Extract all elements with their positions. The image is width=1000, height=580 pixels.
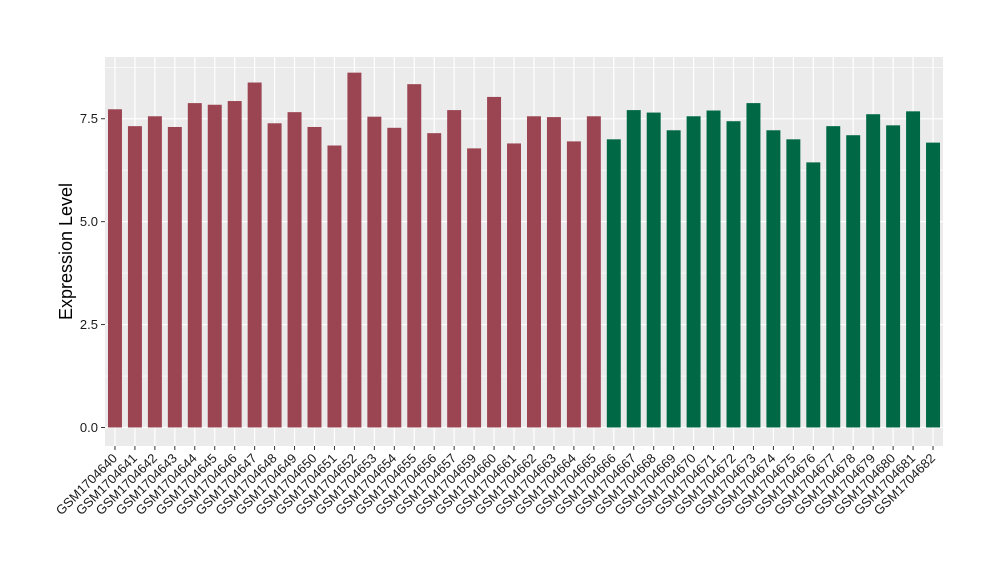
bar-GSM1704678 bbox=[846, 135, 861, 428]
bar-GSM1704661 bbox=[507, 143, 522, 428]
bar-GSM1704654 bbox=[387, 127, 402, 428]
bar-GSM1704644 bbox=[187, 103, 202, 428]
y-tick-label: 2.5 bbox=[80, 317, 98, 332]
y-axis: 0.0 2.5 5.0 7.5 bbox=[80, 111, 105, 435]
bar-GSM1704672 bbox=[726, 121, 741, 428]
bars bbox=[107, 72, 941, 428]
bar-GSM1704673 bbox=[746, 103, 761, 428]
bar-GSM1704670 bbox=[686, 116, 701, 428]
bar-GSM1704680 bbox=[886, 125, 901, 428]
bar-GSM1704645 bbox=[207, 104, 222, 428]
bar-GSM1704640 bbox=[107, 109, 122, 428]
bar-GSM1704665 bbox=[586, 116, 601, 428]
bar-GSM1704666 bbox=[606, 139, 621, 428]
bar-GSM1704682 bbox=[926, 142, 941, 428]
y-axis-title: Expression Level bbox=[56, 183, 76, 320]
bar-GSM1704652 bbox=[347, 72, 362, 428]
bar-GSM1704681 bbox=[906, 111, 921, 428]
bar-GSM1704662 bbox=[526, 116, 541, 428]
bar-GSM1704679 bbox=[866, 114, 881, 428]
bar-GSM1704647 bbox=[247, 82, 262, 428]
bar-GSM1704664 bbox=[566, 141, 581, 428]
bar-GSM1704677 bbox=[826, 126, 841, 428]
y-tick-label: 5.0 bbox=[80, 214, 98, 229]
bar-GSM1704671 bbox=[706, 110, 721, 428]
x-axis: GSM1704640GSM1704641GSM1704642GSM1704643… bbox=[53, 446, 938, 518]
bar-GSM1704663 bbox=[546, 117, 561, 428]
bar-GSM1704676 bbox=[806, 162, 821, 428]
bar-GSM1704646 bbox=[227, 101, 242, 428]
bar-GSM1704642 bbox=[147, 116, 162, 428]
bar-GSM1704668 bbox=[646, 112, 661, 428]
y-tick-label: 0.0 bbox=[80, 420, 98, 435]
bar-GSM1704653 bbox=[367, 116, 382, 428]
bar-GSM1704641 bbox=[127, 126, 142, 428]
bar-GSM1704656 bbox=[427, 133, 442, 428]
bar-GSM1704648 bbox=[267, 123, 282, 428]
plot-panel-background bbox=[105, 57, 943, 446]
bar-GSM1704660 bbox=[487, 96, 502, 428]
bar-GSM1704669 bbox=[666, 130, 681, 428]
bar-GSM1704649 bbox=[287, 112, 302, 428]
bar-GSM1704650 bbox=[307, 126, 322, 428]
bar-GSM1704655 bbox=[407, 84, 422, 428]
bar-GSM1704675 bbox=[786, 139, 801, 428]
y-tick-label: 7.5 bbox=[80, 111, 98, 126]
bar-GSM1704667 bbox=[626, 110, 641, 428]
bar-GSM1704659 bbox=[467, 148, 482, 428]
bar-GSM1704651 bbox=[327, 145, 342, 428]
bar-GSM1704674 bbox=[766, 130, 781, 428]
bar-GSM1704657 bbox=[447, 110, 462, 428]
bar-GSM1704643 bbox=[167, 126, 182, 428]
